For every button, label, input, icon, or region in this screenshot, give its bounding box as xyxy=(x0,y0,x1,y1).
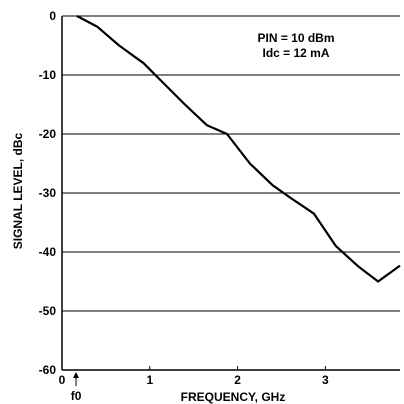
annotation-idc: Idc = 12 mA xyxy=(262,46,329,60)
x-tick-label: 3 xyxy=(322,373,329,387)
y-tick-label: 0 xyxy=(49,9,56,23)
y-axis-title: SIGNAL LEVEL, dBc xyxy=(11,132,25,249)
axes xyxy=(61,16,400,371)
y-tick-label: -50 xyxy=(39,304,57,318)
y-tick-label: -30 xyxy=(39,186,57,200)
f0-label: f0 xyxy=(71,389,82,403)
series-line xyxy=(76,15,401,283)
f0-marker: f0 xyxy=(71,372,82,403)
f0-arrow-head xyxy=(73,372,80,378)
x-axis-title: FREQUENCY, GHz xyxy=(181,390,286,404)
x-tick-label: 1 xyxy=(146,373,153,387)
y-tick-label: -40 xyxy=(39,245,57,259)
x-tick-label: 2 xyxy=(234,373,241,387)
series-lines xyxy=(76,15,401,283)
y-tick-label: -60 xyxy=(39,363,57,377)
grid-lines xyxy=(62,15,400,312)
x-tick-labels: 0 1 2 3 xyxy=(59,373,329,387)
x-tick-label: 0 xyxy=(59,373,66,387)
y-tick-label: -20 xyxy=(39,127,57,141)
y-tick-labels: 0 -10 -20 -30 -40 -50 -60 xyxy=(39,9,57,377)
y-tick-label: -10 xyxy=(39,68,57,82)
annotation-pin: PIN = 10 dBm xyxy=(257,31,334,45)
